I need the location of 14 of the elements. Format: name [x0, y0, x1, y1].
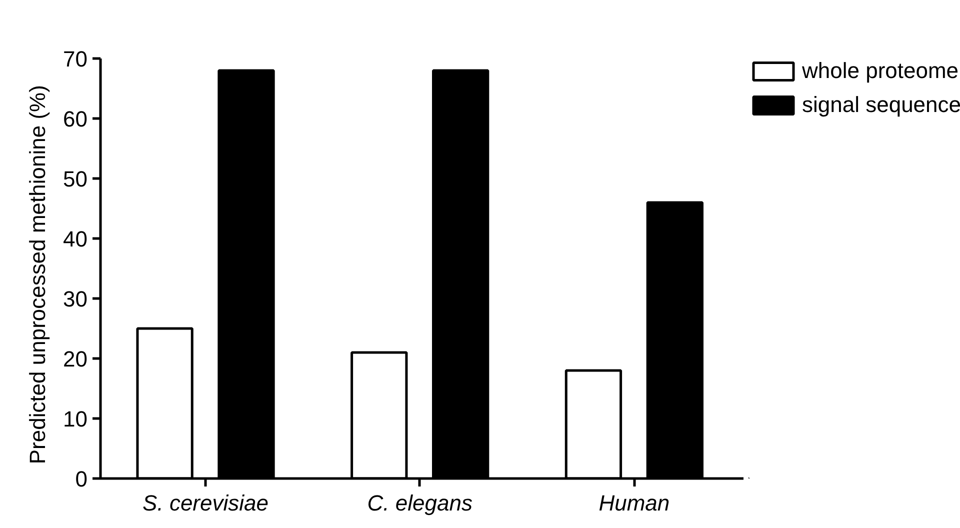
x-tick-label: Human: [598, 490, 670, 516]
x-tick-label: S. cerevisiae: [142, 490, 269, 516]
legend-label: signal sequence: [802, 92, 960, 118]
y-tick-label: 50: [63, 166, 88, 192]
y-axis-title: Predicted unprocessed methionine (%): [25, 85, 50, 464]
y-tick-label: 10: [63, 406, 88, 432]
y-tick-label: 60: [63, 106, 88, 132]
y-tick-label: 20: [63, 346, 88, 372]
legend-label: whole proteome: [802, 58, 959, 84]
y-tick-label: 0: [75, 466, 88, 492]
y-tick-label: 40: [63, 226, 88, 252]
y-tick-label: 30: [63, 286, 88, 312]
y-tick-label: 70: [63, 46, 88, 72]
x-tick-label: C. elegans: [367, 490, 472, 516]
